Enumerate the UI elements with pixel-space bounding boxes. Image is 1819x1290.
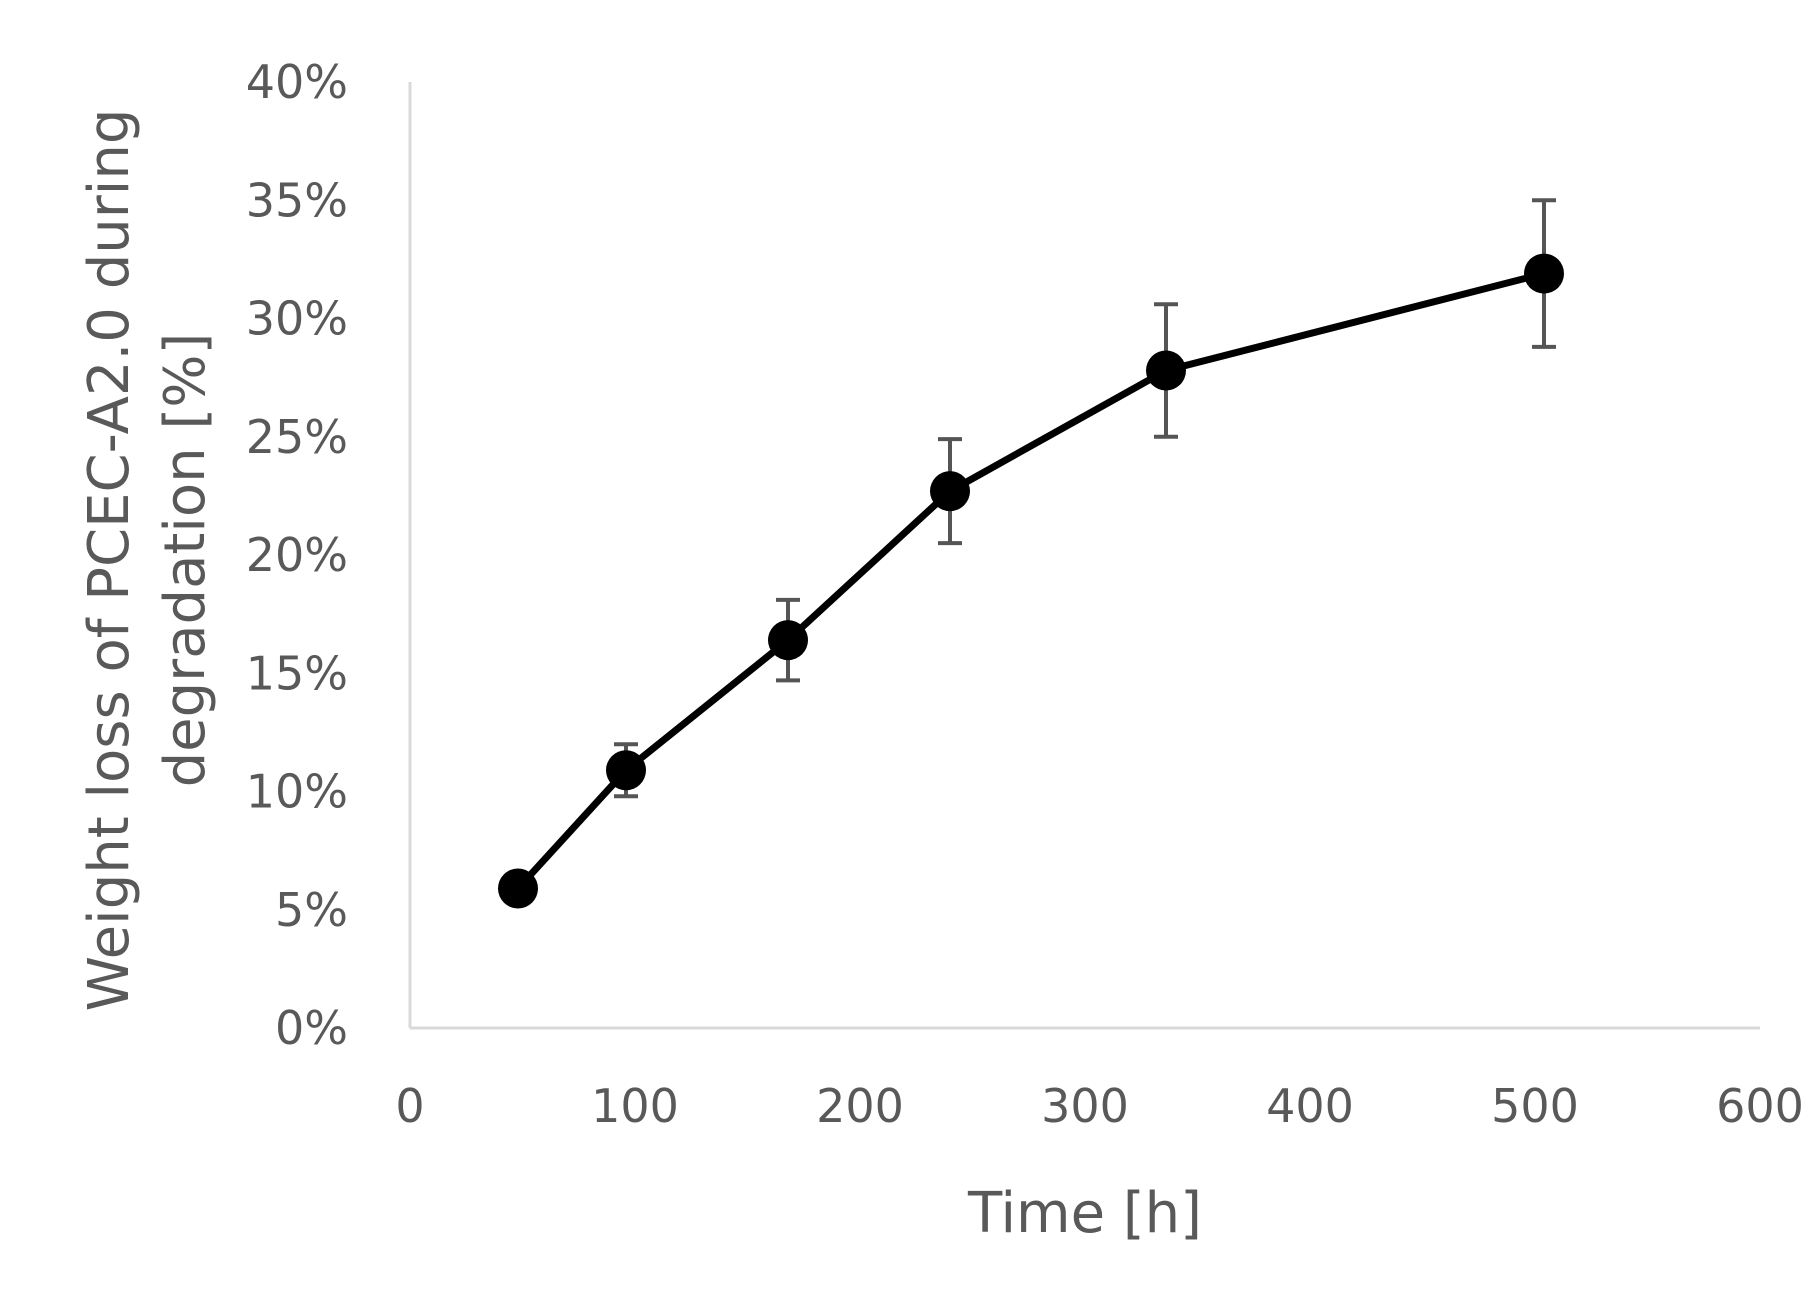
series-line	[515, 270, 1545, 891]
y-axis-title: Weight loss of PCEC-A2.0 during degradat…	[77, 109, 218, 1012]
x-tick-label: 600	[1716, 1079, 1804, 1133]
y-axis-title-line-2: degradation [%]	[153, 333, 218, 788]
data-point	[498, 868, 538, 909]
x-tick-label: 200	[816, 1079, 904, 1133]
y-axis-title-line-1: Weight loss of PCEC-A2.0 during	[77, 109, 142, 1012]
data-point	[930, 471, 970, 512]
x-tick-label: 0	[395, 1079, 424, 1133]
error-bars	[614, 198, 1556, 799]
y-tick-label: 30%	[246, 292, 348, 346]
x-axis-title: Time [h]	[967, 1181, 1202, 1246]
x-tick-label: 500	[1491, 1079, 1579, 1133]
y-tick-label: 5%	[275, 883, 348, 937]
axes	[408, 82, 1760, 1030]
x-tick-label: 400	[1266, 1079, 1354, 1133]
x-tick-label: 300	[1041, 1079, 1129, 1133]
y-tick-label: 25%	[246, 410, 348, 464]
x-tick-label: 100	[591, 1079, 679, 1133]
data-points	[498, 253, 1564, 909]
y-tick-label: 0%	[275, 1001, 348, 1055]
data-point	[768, 620, 808, 661]
y-tick-label: 15%	[246, 646, 348, 700]
data-point	[606, 750, 646, 791]
series-line	[515, 270, 1545, 891]
y-tick-label: 40%	[246, 55, 348, 109]
y-tick-label: 20%	[246, 528, 348, 582]
y-tick-label: 35%	[246, 173, 348, 227]
data-point	[1524, 253, 1564, 294]
x-tick-labels: 0 100 200 300 400 500 600	[395, 1079, 1804, 1133]
y-tick-label: 10%	[246, 765, 348, 819]
data-point	[1146, 350, 1186, 391]
y-tick-labels: 0% 5% 10% 15% 20% 25% 30% 35% 40%	[246, 55, 348, 1055]
